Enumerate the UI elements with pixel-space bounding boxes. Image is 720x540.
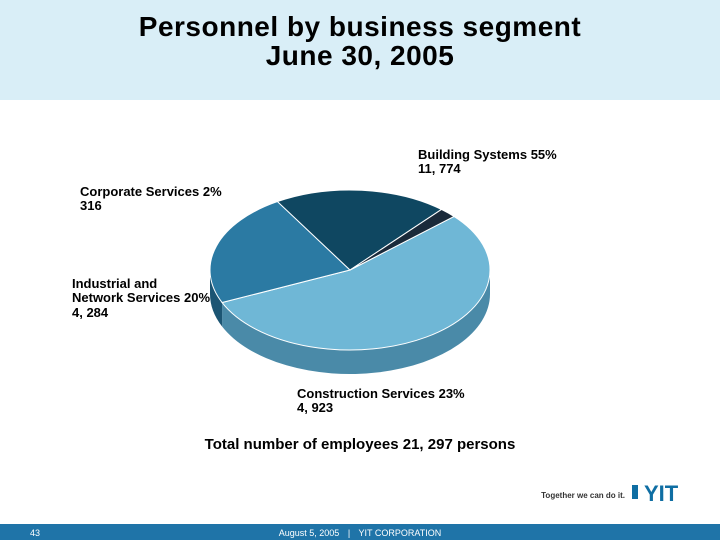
- title-line1: Personnel by business segment: [0, 12, 720, 41]
- pie-svg: [210, 175, 490, 395]
- logo-bar-icon: [632, 485, 638, 499]
- footer-company: YIT CORPORATION: [359, 528, 442, 538]
- pie-chart: [210, 175, 490, 375]
- title-line2: June 30, 2005: [0, 41, 720, 70]
- footer-sep: |: [348, 528, 350, 538]
- label-building-systems: Building Systems 55% 11, 774: [418, 148, 618, 177]
- logo-text: YIT: [644, 481, 679, 505]
- page-title: Personnel by business segment June 30, 2…: [0, 12, 720, 71]
- label-text: Industrial and: [72, 276, 157, 291]
- label-text: Building Systems 55%: [418, 147, 557, 162]
- slide: Personnel by business segment June 30, 2…: [0, 0, 720, 540]
- footer-date: August 5, 2005: [279, 528, 340, 538]
- label-count: 4, 923: [297, 401, 517, 415]
- logo-svg: YIT: [632, 479, 702, 505]
- total-text: Total number of employees 21, 297 person…: [0, 436, 720, 453]
- tagline: Together we can do it.: [541, 491, 625, 500]
- footer-text: August 5, 2005 | YIT CORPORATION: [0, 528, 720, 538]
- logo: YIT: [632, 479, 702, 510]
- label-text: Corporate Services 2%: [80, 184, 222, 199]
